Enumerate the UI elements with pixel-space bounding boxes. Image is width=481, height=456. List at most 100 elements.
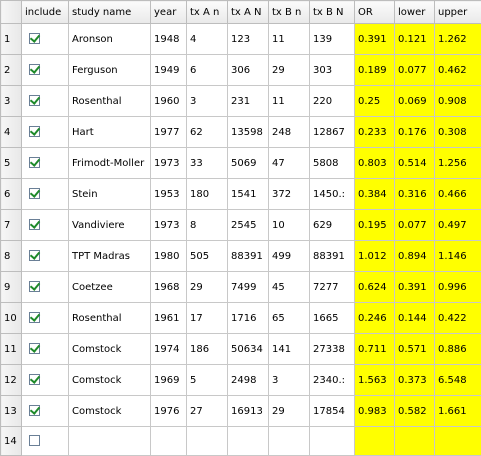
- row-number[interactable]: 4: [1, 117, 22, 148]
- tx-a-n-total-cell[interactable]: 123: [228, 24, 269, 55]
- tx-a-n-events-cell[interactable]: 17: [187, 303, 228, 334]
- tx-a-n-events-cell[interactable]: 4: [187, 24, 228, 55]
- tx-b-n-total-cell[interactable]: 17854: [310, 396, 355, 427]
- include-checkbox-checked[interactable]: [29, 343, 40, 354]
- tx-a-n-events-cell[interactable]: 33: [187, 148, 228, 179]
- lower-cell[interactable]: 0.894: [395, 241, 435, 272]
- study-name-cell[interactable]: Frimodt-Moller: [69, 148, 151, 179]
- column-header-upper[interactable]: upper: [435, 1, 481, 24]
- year-cell[interactable]: 1969: [151, 365, 187, 396]
- include-checkbox-checked[interactable]: [29, 95, 40, 106]
- include-cell[interactable]: [22, 24, 69, 55]
- tx-a-n-total-cell[interactable]: 50634: [228, 334, 269, 365]
- lower-cell[interactable]: 0.582: [395, 396, 435, 427]
- study-name-cell[interactable]: Aronson: [69, 24, 151, 55]
- tx-a-n-total-cell[interactable]: 1716: [228, 303, 269, 334]
- lower-cell[interactable]: [395, 427, 435, 456]
- column-header-include[interactable]: include: [22, 1, 69, 24]
- include-cell[interactable]: [22, 334, 69, 365]
- or-cell[interactable]: 0.25: [355, 86, 395, 117]
- tx-a-n-events-cell[interactable]: 6: [187, 55, 228, 86]
- include-cell[interactable]: [22, 241, 69, 272]
- tx-a-n-events-cell[interactable]: 186: [187, 334, 228, 365]
- tx-b-n-events-cell[interactable]: 47: [269, 148, 310, 179]
- tx-a-n-events-cell[interactable]: 27: [187, 396, 228, 427]
- or-cell[interactable]: [355, 427, 395, 456]
- year-cell[interactable]: 1961: [151, 303, 187, 334]
- year-cell[interactable]: 1968: [151, 272, 187, 303]
- study-name-cell[interactable]: Ferguson: [69, 55, 151, 86]
- year-cell[interactable]: 1948: [151, 24, 187, 55]
- lower-cell[interactable]: 0.514: [395, 148, 435, 179]
- include-cell[interactable]: [22, 210, 69, 241]
- year-cell[interactable]: 1977: [151, 117, 187, 148]
- row-number[interactable]: 1: [1, 24, 22, 55]
- study-name-cell[interactable]: [69, 427, 151, 456]
- tx-b-n-events-cell[interactable]: 45: [269, 272, 310, 303]
- or-cell[interactable]: 0.803: [355, 148, 395, 179]
- tx-a-n-total-cell[interactable]: 2498: [228, 365, 269, 396]
- tx-a-n-total-cell[interactable]: 13598: [228, 117, 269, 148]
- year-cell[interactable]: 1974: [151, 334, 187, 365]
- include-checkbox-checked[interactable]: [29, 188, 40, 199]
- tx-b-n-events-cell[interactable]: [269, 427, 310, 456]
- tx-b-n-events-cell[interactable]: 11: [269, 24, 310, 55]
- row-number[interactable]: 7: [1, 210, 22, 241]
- column-header-tx-a-n-events[interactable]: tx A n: [187, 1, 228, 24]
- tx-a-n-events-cell[interactable]: 29: [187, 272, 228, 303]
- row-number[interactable]: 14: [1, 427, 22, 456]
- year-cell[interactable]: [151, 427, 187, 456]
- column-header-study-name[interactable]: study name: [69, 1, 151, 24]
- lower-cell[interactable]: 0.316: [395, 179, 435, 210]
- upper-cell[interactable]: 0.462: [435, 55, 481, 86]
- year-cell[interactable]: 1973: [151, 210, 187, 241]
- tx-b-n-total-cell[interactable]: 27338: [310, 334, 355, 365]
- include-checkbox-checked[interactable]: [29, 312, 40, 323]
- upper-cell[interactable]: 1.146: [435, 241, 481, 272]
- study-name-cell[interactable]: Comstock: [69, 334, 151, 365]
- tx-b-n-events-cell[interactable]: 248: [269, 117, 310, 148]
- tx-a-n-events-cell[interactable]: 505: [187, 241, 228, 272]
- include-checkbox-checked[interactable]: [29, 157, 40, 168]
- study-name-cell[interactable]: Rosenthal: [69, 86, 151, 117]
- include-cell[interactable]: [22, 396, 69, 427]
- include-cell[interactable]: [22, 148, 69, 179]
- column-header-year[interactable]: year: [151, 1, 187, 24]
- upper-cell[interactable]: 1.262: [435, 24, 481, 55]
- column-header-tx-b-n-events[interactable]: tx B n: [269, 1, 310, 24]
- include-checkbox-checked[interactable]: [29, 64, 40, 75]
- include-cell[interactable]: [22, 303, 69, 334]
- include-cell[interactable]: [22, 427, 69, 456]
- include-cell[interactable]: [22, 365, 69, 396]
- tx-b-n-total-cell[interactable]: 12867: [310, 117, 355, 148]
- lower-cell[interactable]: 0.571: [395, 334, 435, 365]
- lower-cell[interactable]: 0.069: [395, 86, 435, 117]
- upper-cell[interactable]: 0.308: [435, 117, 481, 148]
- tx-a-n-total-cell[interactable]: 231: [228, 86, 269, 117]
- tx-b-n-events-cell[interactable]: 499: [269, 241, 310, 272]
- tx-a-n-events-cell[interactable]: 3: [187, 86, 228, 117]
- tx-a-n-total-cell[interactable]: 5069: [228, 148, 269, 179]
- row-number[interactable]: 8: [1, 241, 22, 272]
- include-checkbox-checked[interactable]: [29, 281, 40, 292]
- column-header-lower[interactable]: lower: [395, 1, 435, 24]
- include-cell[interactable]: [22, 179, 69, 210]
- tx-b-n-total-cell[interactable]: 303: [310, 55, 355, 86]
- tx-b-n-total-cell[interactable]: 2340.:: [310, 365, 355, 396]
- or-cell[interactable]: 1.012: [355, 241, 395, 272]
- upper-cell[interactable]: 0.422: [435, 303, 481, 334]
- year-cell[interactable]: 1976: [151, 396, 187, 427]
- year-cell[interactable]: 1949: [151, 55, 187, 86]
- tx-a-n-events-cell[interactable]: 8: [187, 210, 228, 241]
- lower-cell[interactable]: 0.121: [395, 24, 435, 55]
- lower-cell[interactable]: 0.077: [395, 55, 435, 86]
- study-name-cell[interactable]: Rosenthal: [69, 303, 151, 334]
- or-cell[interactable]: 0.391: [355, 24, 395, 55]
- or-cell[interactable]: 0.624: [355, 272, 395, 303]
